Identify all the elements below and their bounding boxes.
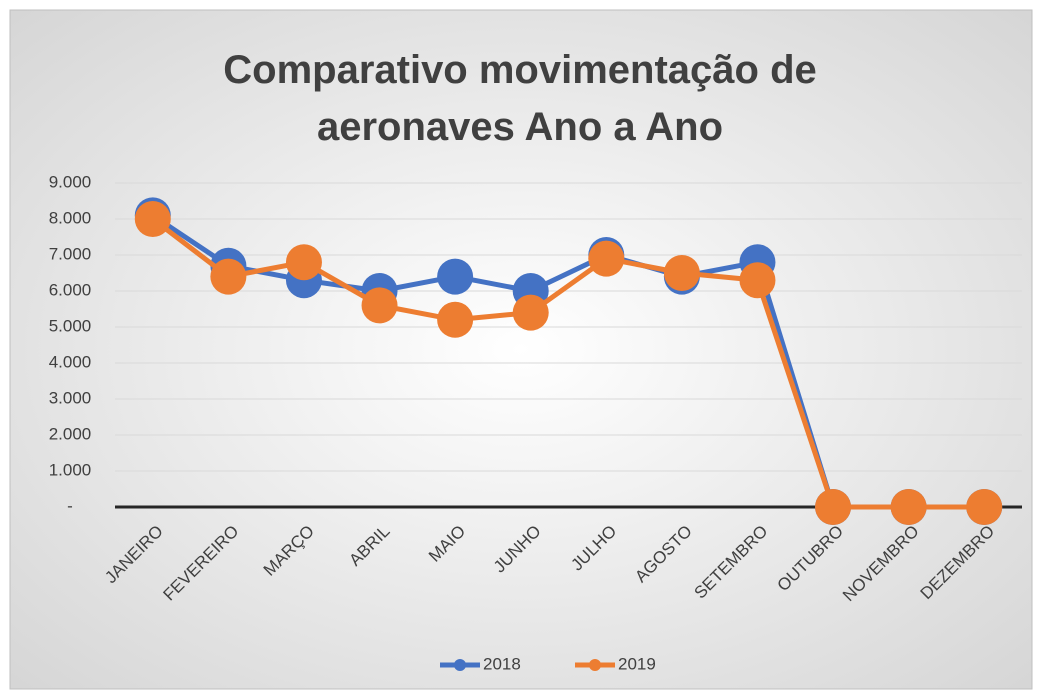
legend-marker xyxy=(454,659,466,671)
data-point xyxy=(437,301,474,338)
data-point xyxy=(588,240,625,277)
data-point xyxy=(966,489,1003,525)
y-tick-label: 6.000 xyxy=(49,280,92,299)
y-tick-label: 5.000 xyxy=(49,316,92,335)
y-tick-label: 1.000 xyxy=(49,460,92,479)
chart-title: Comparativo movimentação de aeronaves An… xyxy=(223,48,817,149)
legend-label: 2019 xyxy=(618,654,656,673)
legend-marker xyxy=(589,659,601,671)
data-point xyxy=(285,244,322,281)
y-tick-label: 7.000 xyxy=(49,244,92,263)
legend-label: 2018 xyxy=(483,654,521,673)
y-tick-label: - xyxy=(67,496,73,515)
data-point xyxy=(134,201,171,237)
y-tick-label: 2.000 xyxy=(49,424,92,443)
chart-background xyxy=(9,9,1033,690)
data-point xyxy=(512,294,549,331)
data-point xyxy=(739,262,776,299)
data-point xyxy=(210,258,247,295)
data-point xyxy=(815,489,852,525)
data-point xyxy=(663,255,700,291)
data-point xyxy=(361,287,398,324)
y-tick-label: 4.000 xyxy=(49,352,92,371)
y-tick-label: 9.000 xyxy=(49,172,92,191)
y-tick-label: 8.000 xyxy=(49,208,92,227)
data-point xyxy=(890,489,927,525)
data-point xyxy=(437,258,474,295)
y-tick-label: 3.000 xyxy=(49,388,92,407)
